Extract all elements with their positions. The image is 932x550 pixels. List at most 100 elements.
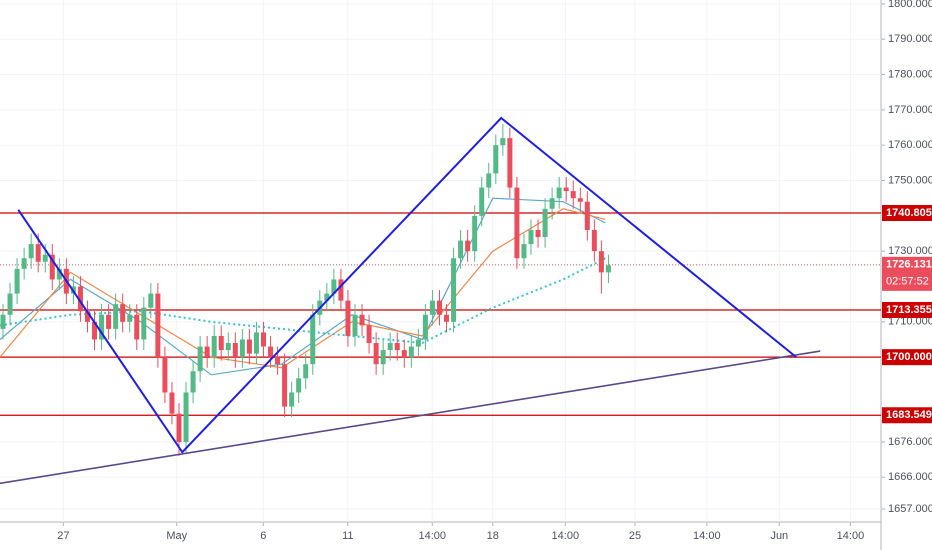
candle-body — [380, 350, 386, 365]
candle-body — [289, 392, 295, 407]
candle-body — [141, 307, 147, 340]
candle-body — [415, 339, 421, 347]
candle-body — [246, 339, 252, 354]
candle-body — [162, 357, 168, 393]
candle-body — [345, 300, 351, 336]
moving-average — [0, 257, 606, 345]
candle-body — [99, 314, 105, 340]
candle-body — [373, 343, 379, 365]
candle-body — [472, 215, 478, 252]
candle-body — [338, 279, 344, 301]
level-label-box — [882, 301, 932, 318]
candle-body — [451, 258, 457, 322]
x-tick-label: 14:00 — [693, 530, 721, 542]
candle-body — [282, 364, 288, 407]
candle-body — [528, 229, 534, 245]
candle-body — [352, 314, 358, 336]
candle-body — [190, 371, 196, 393]
candle-body — [366, 325, 372, 344]
x-tick-label: Jun — [770, 530, 788, 542]
x-tick-label: May — [166, 530, 187, 542]
trend-line — [0, 350, 821, 485]
candle-body — [84, 311, 90, 322]
moving-average — [0, 197, 606, 376]
y-tick-label: 1760.000 — [888, 139, 932, 151]
y-tick-label: 1800.000 — [888, 0, 932, 10]
candle-body — [239, 339, 245, 358]
candle-body — [479, 187, 485, 216]
candle-body — [422, 314, 428, 340]
pattern-line — [17, 116, 797, 454]
candle-body — [197, 346, 203, 372]
candle-body — [106, 314, 112, 329]
candle-body — [35, 244, 41, 262]
countdown-label: 02:57:52 — [886, 276, 929, 288]
candle-body — [387, 343, 393, 351]
candle-body — [310, 314, 316, 365]
candle-body — [591, 229, 597, 252]
level-label-box — [882, 407, 932, 424]
level-label-box — [882, 204, 932, 221]
x-tick-label: 27 — [57, 530, 69, 542]
y-tick-label: 1780.000 — [888, 68, 932, 80]
y-tick-label: 1657.000 — [888, 503, 932, 515]
candle-body — [394, 343, 400, 351]
candle-body — [260, 332, 266, 347]
candle-body — [584, 201, 590, 230]
y-tick-label: 1770.000 — [888, 104, 932, 116]
candle-body — [296, 378, 302, 393]
y-tick-label: 1666.000 — [888, 471, 932, 483]
y-tick-label: 1676.000 — [888, 436, 932, 448]
candle-body — [507, 138, 513, 188]
y-tick-label: 1790.000 — [888, 33, 932, 45]
level-label: 1740.805 — [886, 207, 932, 219]
candle-body — [204, 346, 210, 358]
candle-body — [493, 145, 499, 174]
candle-body — [42, 254, 48, 262]
candle-body — [535, 229, 541, 238]
candle-body — [155, 293, 161, 358]
candle-body — [232, 343, 238, 358]
y-tick-label: 1750.000 — [888, 174, 932, 186]
candle-body — [148, 293, 154, 308]
candle-body — [500, 138, 506, 146]
candle-body — [408, 346, 414, 358]
candle-body — [49, 254, 55, 280]
level-label: 1683.549 — [886, 409, 932, 421]
candle-body — [598, 251, 604, 273]
candle-body — [0, 314, 6, 329]
last-price-label: 1726.131 — [886, 259, 932, 271]
level-label-box — [882, 349, 932, 366]
candle-body — [444, 314, 450, 322]
candle-body — [605, 265, 611, 273]
candle-body — [549, 198, 555, 209]
candle-body — [556, 187, 562, 199]
candle-body — [14, 268, 20, 294]
candle-body — [465, 240, 471, 252]
candle-body — [21, 258, 27, 269]
candle-body — [77, 286, 83, 312]
x-tick-label: 11 — [342, 530, 353, 542]
candle-body — [113, 304, 119, 329]
last-price-box — [882, 256, 932, 291]
y-tick-label: 1730.000 — [888, 245, 932, 257]
candle-body — [218, 335, 224, 351]
candle-body — [56, 268, 62, 280]
x-tick-label: 25 — [629, 530, 641, 542]
candle-body — [120, 304, 126, 322]
candle-body — [436, 300, 442, 315]
candle-body — [577, 198, 583, 202]
candle-body — [176, 413, 182, 442]
level-label: 1713.355 — [886, 304, 932, 316]
candle-body — [134, 314, 140, 340]
candle-body — [359, 314, 365, 326]
candle-body — [127, 314, 133, 322]
candle-body — [458, 240, 464, 259]
candle-body — [542, 208, 548, 238]
x-tick-label: 6 — [260, 530, 266, 542]
candle-body — [563, 187, 569, 192]
candle-body — [92, 321, 98, 340]
candle-body — [401, 350, 407, 358]
candle-body — [486, 173, 492, 188]
